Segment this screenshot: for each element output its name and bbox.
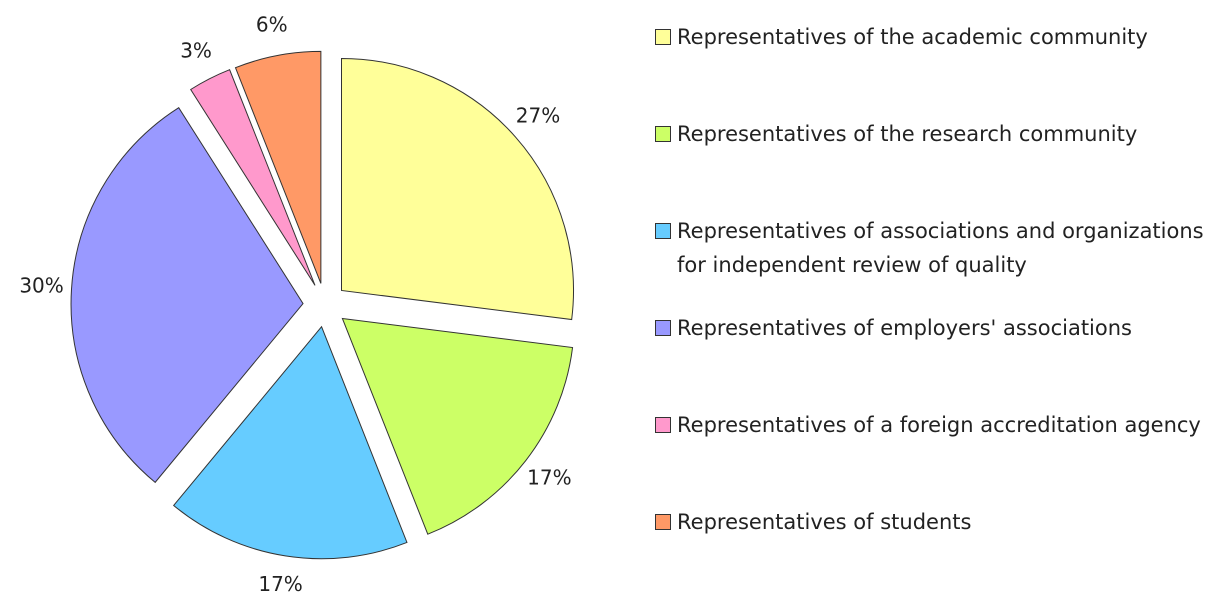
data-label: 3% bbox=[180, 38, 212, 62]
legend-item: Representatives of the academic communit… bbox=[655, 20, 1210, 54]
legend-label: Representatives of a foreign accreditati… bbox=[677, 413, 1201, 437]
pie-slice bbox=[341, 57, 574, 321]
legend-swatch bbox=[655, 514, 671, 530]
legend-label: Representatives of the academic communit… bbox=[677, 25, 1148, 49]
legend-item: Representatives of the research communit… bbox=[655, 117, 1210, 151]
legend-swatch bbox=[655, 29, 671, 45]
pie-slice bbox=[190, 69, 316, 286]
legend-item: Representatives of employers' associatio… bbox=[655, 311, 1210, 345]
legend-label: Representatives of students bbox=[677, 510, 972, 534]
pie-slice bbox=[70, 107, 304, 484]
legend-swatch bbox=[655, 320, 671, 336]
data-label: 17% bbox=[258, 572, 302, 596]
legend-item: Representatives of associations and orga… bbox=[655, 214, 1210, 282]
legend-swatch bbox=[655, 223, 671, 239]
data-label: 27% bbox=[516, 104, 560, 128]
legend-swatch bbox=[655, 126, 671, 142]
data-label: 30% bbox=[19, 274, 63, 298]
pie-slice bbox=[172, 325, 408, 560]
legend-item: Representatives of students bbox=[655, 505, 1210, 539]
legend-swatch bbox=[655, 417, 671, 433]
data-label: 6% bbox=[256, 13, 288, 37]
legend-label: Representatives of the research communit… bbox=[677, 122, 1138, 146]
pie-slice bbox=[341, 317, 574, 535]
legend-label: Representatives of associations and orga… bbox=[677, 219, 1204, 277]
legend-item: Representatives of a foreign accreditati… bbox=[655, 408, 1210, 442]
pie-area: 27% 17% 17% 30% 3% 6% bbox=[19, 13, 574, 596]
pie-slice bbox=[234, 50, 322, 284]
legend-label: Representatives of employers' associatio… bbox=[677, 316, 1132, 340]
data-label: 17% bbox=[527, 466, 571, 490]
